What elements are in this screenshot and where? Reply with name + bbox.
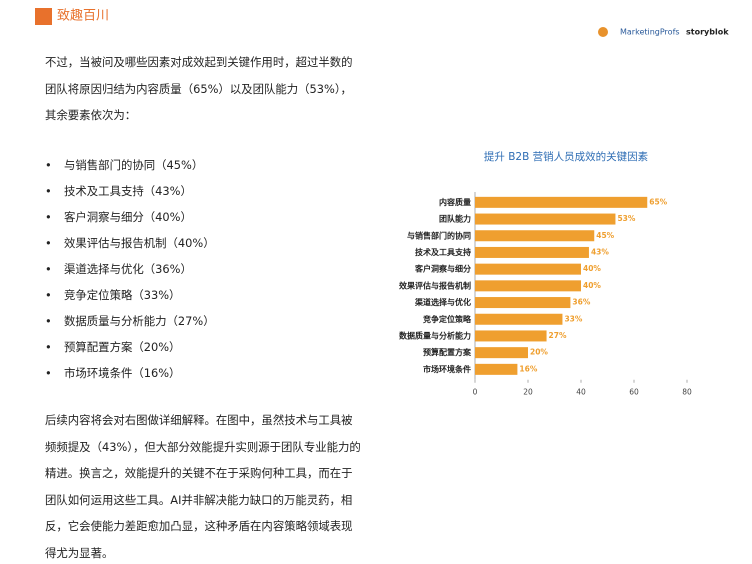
x-tick-label: 80 <box>682 388 692 397</box>
paragraph: 后续内容将会对右图做详细解释。在图中，虽然技术与工具被频频提及（43%），但大部… <box>45 413 361 560</box>
bar <box>475 280 581 292</box>
category-label: 渠道选择与优化 <box>414 297 471 307</box>
bullet-dot: • <box>45 210 52 224</box>
x-tick-label: 0 <box>473 388 478 397</box>
bar <box>475 347 528 359</box>
bullet-text: 渠道选择与优化（36%） <box>64 262 192 276</box>
bar <box>475 330 547 342</box>
category-label: 团队能力 <box>439 214 471 224</box>
partner-logo: MarketingProfs <box>620 28 680 37</box>
bullet-dot: • <box>45 262 52 276</box>
bullet-item: • 预算配置方案（20%） <box>45 339 180 355</box>
bullet-dot: • <box>45 366 52 380</box>
bullet-item: • 客户洞察与细分（40%） <box>45 209 192 225</box>
bullet-item: • 技术及工具支持（43%） <box>45 183 192 199</box>
value-label: 33% <box>564 314 582 323</box>
value-label: 16% <box>519 364 537 373</box>
paragraph: 不过，当被问及哪些因素对成效起到关键作用时，超过半数的团队将原因归结为内容质量（… <box>45 55 353 122</box>
value-label: 27% <box>549 331 567 340</box>
category-label: 与销售部门的协同 <box>407 230 471 240</box>
logo-text: 致趣百川 <box>57 9 109 24</box>
category-label: 数据质量与分析能力 <box>399 330 471 340</box>
partner-icon <box>598 27 608 37</box>
value-label: 45% <box>596 231 614 240</box>
bullet-text: 预算配置方案（20%） <box>64 340 181 354</box>
bullet-item: • 市场环境条件（16%） <box>45 365 180 381</box>
partner-logo: storyblok <box>686 28 729 37</box>
bullet-item: • 竞争定位策略（33%） <box>45 287 180 303</box>
value-label: 53% <box>617 214 635 223</box>
x-tick-label: 40 <box>576 388 586 397</box>
bar <box>475 213 616 225</box>
category-label: 预算配置方案 <box>423 347 472 357</box>
bullet-item: • 渠道选择与优化（36%） <box>45 261 192 277</box>
bar <box>475 313 563 325</box>
bar <box>475 263 581 275</box>
bullet-item: • 数据质量与分析能力（27%） <box>45 313 215 329</box>
bullet-text: 与销售部门的协同（45%） <box>64 158 204 172</box>
value-label: 40% <box>583 264 601 273</box>
bullet-dot: • <box>45 340 52 354</box>
category-label: 技术及工具支持 <box>415 247 471 257</box>
bullet-text: 数据质量与分析能力（27%） <box>64 314 215 328</box>
bar <box>475 230 595 242</box>
category-label: 竞争定位策略 <box>422 314 472 324</box>
value-label: 43% <box>591 247 609 256</box>
bullet-text: 竞争定位策略（33%） <box>64 288 181 302</box>
category-label: 效果评估与报告机制 <box>399 280 471 290</box>
value-label: 40% <box>583 281 601 290</box>
chart-title: 提升 B2B 营销人员成效的关键因素 <box>484 150 648 163</box>
bullet-text: 效果评估与报告机制（40%） <box>64 236 215 250</box>
value-label: 65% <box>649 197 667 206</box>
value-label: 20% <box>530 348 548 357</box>
bullet-item: • 效果评估与报告机制（40%） <box>45 235 215 251</box>
category-label: 市场环境条件 <box>423 364 471 374</box>
x-tick-label: 60 <box>629 388 639 397</box>
category-label: 内容质量 <box>439 197 471 207</box>
category-label: 客户洞察与细分 <box>414 264 471 274</box>
bullet-dot: • <box>45 288 52 302</box>
bar <box>475 246 589 258</box>
value-label: 36% <box>572 298 590 307</box>
logo-icon <box>35 8 52 25</box>
bar <box>475 297 571 309</box>
bullet-text: 技术及工具支持（43%） <box>64 184 192 198</box>
bullet-dot: • <box>45 158 52 172</box>
bullet-dot: • <box>45 184 52 198</box>
bar <box>475 196 648 208</box>
bullet-dot: • <box>45 236 52 250</box>
x-tick-label: 20 <box>523 388 533 397</box>
bullet-text: 市场环境条件（16%） <box>64 366 181 380</box>
bar <box>475 363 518 375</box>
bullet-dot: • <box>45 314 52 328</box>
bullet-text: 客户洞察与细分（40%） <box>64 210 192 224</box>
bullet-item: • 与销售部门的协同（45%） <box>45 157 203 173</box>
